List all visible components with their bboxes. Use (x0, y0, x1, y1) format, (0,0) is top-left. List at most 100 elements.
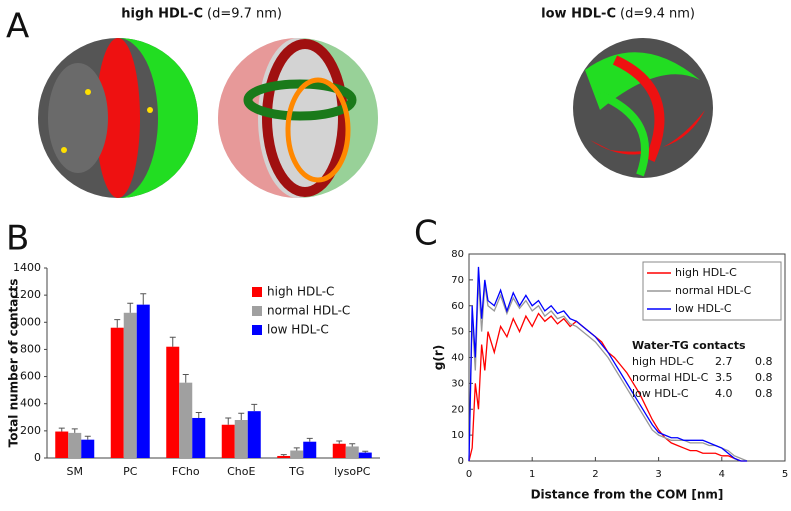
annotation-cell: 4.0 (715, 387, 733, 400)
y-tick-label: 70 (451, 275, 464, 286)
panel-title: low HDL-C (541, 7, 616, 22)
y-tick-label: 80 (451, 249, 464, 260)
y-tick-label: 200 (20, 424, 41, 437)
particle-middle (218, 38, 378, 198)
line (468, 279, 748, 462)
legend-label: low HDL-C (675, 302, 732, 315)
line (468, 312, 748, 462)
legend-swatch (252, 287, 262, 297)
bar (166, 346, 180, 458)
legend-label: normal HDL-C (675, 284, 752, 297)
annotation-cell: 3.5 (715, 371, 733, 384)
annotation-cell: 0.8 (755, 355, 773, 368)
y-tick-label: 400 (20, 397, 41, 410)
bar (81, 439, 95, 458)
annotation-cell: 0.8 (755, 371, 773, 384)
y-tick-label: 800 (20, 342, 41, 355)
legend-swatch (252, 325, 262, 335)
error-bar (140, 293, 147, 305)
error-bar (84, 435, 91, 440)
error-bar (362, 450, 369, 453)
bar (136, 304, 150, 458)
error-bar (306, 437, 313, 442)
y-tick-label: 50 (451, 327, 464, 338)
line (468, 266, 748, 462)
error-bar (71, 428, 78, 433)
error-bar (127, 302, 134, 313)
legend-label: high HDL-C (675, 266, 737, 279)
x-tick-label: PC (123, 465, 138, 478)
error-bar (195, 412, 202, 418)
x-tick-label: 2 (592, 469, 598, 480)
particle-left (38, 38, 198, 198)
error-bar (349, 443, 356, 447)
annotation-cell: 2.7 (715, 355, 733, 368)
error-bar (58, 427, 65, 432)
panel-title: (d=9.7 nm) (207, 7, 282, 22)
x-tick-label: ChoE (227, 465, 255, 478)
panel-label: B (6, 219, 29, 259)
annotation-cell: 0.8 (755, 387, 773, 400)
bar (332, 443, 346, 458)
x-tick-label: 0 (466, 469, 472, 480)
y-tick-label: 1200 (13, 288, 41, 301)
y-tick-label: 0 (458, 456, 464, 467)
error-bar (293, 447, 300, 451)
y-tick-label: 40 (451, 353, 464, 364)
y-tick-label: 600 (20, 370, 41, 383)
bar (123, 312, 137, 458)
x-axis-label: Distance from the COM [nm] (531, 488, 724, 502)
bar (192, 417, 206, 458)
x-tick-label: 5 (782, 469, 788, 480)
x-tick-label: 4 (719, 469, 725, 480)
error-bar (251, 403, 258, 412)
bar (179, 382, 193, 458)
error-bar (169, 336, 176, 347)
annotation-cell: high HDL-C (632, 355, 694, 368)
y-tick-label: 30 (451, 378, 464, 389)
bar (358, 452, 372, 458)
panel-title: high HDL-C (121, 7, 203, 22)
y-tick-label: 10 (451, 430, 464, 441)
bar (345, 446, 359, 458)
panel-label: A (6, 7, 29, 47)
panel-title: (d=9.4 nm) (620, 7, 695, 22)
y-tick-label: 1400 (13, 261, 41, 274)
legend-label: high HDL-C (267, 285, 334, 299)
x-tick-label: SM (67, 465, 83, 478)
legend-label: normal HDL-C (267, 304, 350, 318)
annotation-cell: low HDL-C (632, 387, 689, 400)
y-axis-label: g(r) (432, 345, 446, 370)
x-tick-label: 1 (529, 469, 535, 480)
panel-label: C (414, 214, 438, 254)
x-tick-label: TG (288, 465, 304, 478)
x-tick-label: lysoPC (334, 465, 371, 478)
y-tick-label: 60 (451, 301, 464, 312)
bar (277, 455, 291, 458)
bar (110, 327, 124, 458)
x-tick-label: 3 (655, 469, 661, 480)
annotation-cell: normal HDL-C (632, 371, 709, 384)
error-bar (182, 374, 189, 383)
bar (55, 431, 69, 458)
bar (221, 424, 235, 458)
bar (303, 441, 317, 458)
bar (234, 420, 248, 458)
legend-swatch (252, 306, 262, 316)
particle-right (573, 38, 713, 178)
legend-label: low HDL-C (267, 323, 329, 337)
error-bar (336, 440, 343, 444)
y-tick-label: 0 (34, 451, 41, 464)
y-tick-label: 20 (451, 404, 464, 415)
bar (290, 450, 304, 458)
error-bar (280, 454, 287, 456)
error-bar (238, 412, 245, 420)
y-tick-label: 1000 (13, 315, 41, 328)
annotation-title: Water-TG contacts (632, 339, 746, 352)
bar (68, 432, 82, 458)
bar (247, 411, 261, 458)
y-axis-label: Total number of contacts (7, 279, 21, 448)
error-bar (225, 417, 232, 425)
